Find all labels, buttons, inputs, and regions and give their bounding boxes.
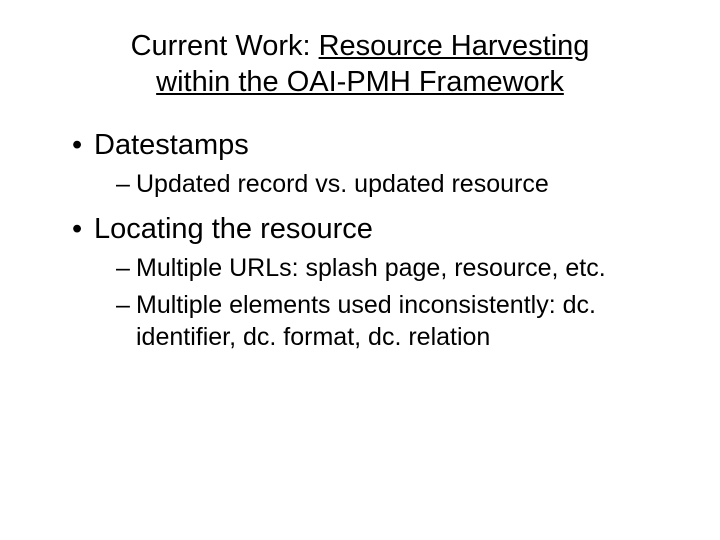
sub-item: Multiple elements used inconsistently: d… — [116, 289, 670, 354]
bullet-text: Datestamps — [94, 129, 249, 161]
bullet-item: Datestamps Updated record vs. updated re… — [72, 127, 670, 201]
bullet-list: Datestamps Updated record vs. updated re… — [50, 127, 670, 354]
sub-text: Updated record vs. updated resource — [136, 170, 549, 198]
sub-item: Updated record vs. updated resource — [116, 168, 670, 201]
sub-text: Multiple URLs: splash page, resource, et… — [136, 254, 606, 282]
sub-text: Multiple elements used inconsistently: d… — [136, 291, 596, 352]
slide: Current Work: Resource Harvesting within… — [0, 0, 720, 540]
slide-title: Current Work: Resource Harvesting within… — [50, 28, 670, 101]
sub-item: Multiple URLs: splash page, resource, et… — [116, 252, 670, 285]
bullet-item: Locating the resource Multiple URLs: spl… — [72, 211, 670, 354]
bullet-text: Locating the resource — [94, 213, 373, 245]
title-link-line1: Resource Harvesting — [319, 30, 590, 62]
sub-list: Multiple URLs: splash page, resource, et… — [94, 252, 670, 354]
sub-list: Updated record vs. updated resource — [94, 168, 670, 201]
title-link-line2: within the OAI-PMH Framework — [156, 66, 564, 98]
title-prefix: Current Work: — [131, 30, 319, 62]
